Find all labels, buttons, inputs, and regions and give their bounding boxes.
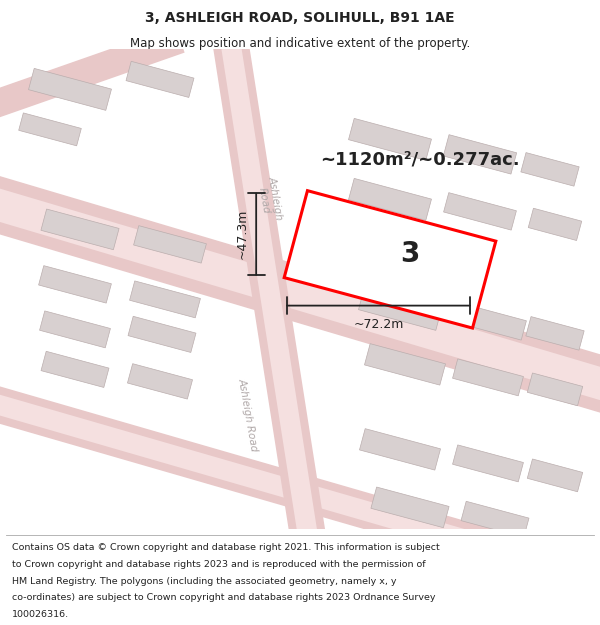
Polygon shape: [41, 351, 109, 388]
Polygon shape: [452, 359, 523, 396]
Polygon shape: [521, 152, 579, 186]
Text: ~47.3m: ~47.3m: [235, 209, 248, 259]
Polygon shape: [349, 118, 431, 161]
Text: Ashleigh Road: Ashleigh Road: [236, 377, 259, 452]
Polygon shape: [19, 113, 82, 146]
Text: Map shows position and indicative extent of the property.: Map shows position and indicative extent…: [130, 36, 470, 49]
Polygon shape: [0, 173, 600, 416]
Polygon shape: [461, 501, 529, 538]
Polygon shape: [127, 364, 193, 399]
Polygon shape: [349, 178, 431, 221]
Polygon shape: [0, 184, 600, 405]
Polygon shape: [128, 316, 196, 352]
Text: Contains OS data © Crown copyright and database right 2021. This information is : Contains OS data © Crown copyright and d…: [12, 543, 440, 552]
Polygon shape: [0, 382, 600, 602]
Polygon shape: [126, 61, 194, 98]
Polygon shape: [38, 266, 112, 303]
Polygon shape: [134, 226, 206, 263]
Polygon shape: [130, 281, 200, 318]
Polygon shape: [212, 37, 328, 552]
Polygon shape: [443, 135, 517, 174]
Text: 3, ASHLEIGH ROAD, SOLIHULL, B91 1AE: 3, ASHLEIGH ROAD, SOLIHULL, B91 1AE: [145, 11, 455, 25]
Polygon shape: [284, 191, 496, 328]
Text: HM Land Registry. The polygons (including the associated geometry, namely x, y: HM Land Registry. The polygons (includin…: [12, 576, 397, 586]
Polygon shape: [454, 302, 526, 340]
Text: co-ordinates) are subject to Crown copyright and database rights 2023 Ordnance S: co-ordinates) are subject to Crown copyr…: [12, 593, 436, 602]
Polygon shape: [527, 459, 583, 492]
Text: 100026316.: 100026316.: [12, 610, 69, 619]
Polygon shape: [41, 209, 119, 250]
Text: Warwick Road: Warwick Road: [306, 260, 414, 302]
Polygon shape: [364, 344, 446, 385]
Polygon shape: [0, 26, 185, 122]
Polygon shape: [0, 390, 600, 594]
Text: to Crown copyright and database rights 2023 and is reproduced with the permissio: to Crown copyright and database rights 2…: [12, 560, 425, 569]
Text: 3: 3: [400, 241, 419, 268]
Text: ~1120m²/~0.277ac.: ~1120m²/~0.277ac.: [320, 151, 520, 168]
Polygon shape: [527, 373, 583, 406]
Polygon shape: [40, 311, 110, 348]
Text: Ashleigh
Road: Ashleigh Road: [256, 176, 284, 223]
Polygon shape: [220, 38, 320, 551]
Polygon shape: [359, 429, 440, 470]
Polygon shape: [359, 288, 442, 331]
Polygon shape: [443, 192, 517, 230]
Polygon shape: [29, 68, 112, 111]
Text: ~72.2m: ~72.2m: [353, 318, 404, 331]
Polygon shape: [528, 208, 582, 241]
Polygon shape: [526, 317, 584, 350]
Polygon shape: [371, 487, 449, 528]
Polygon shape: [452, 445, 523, 482]
